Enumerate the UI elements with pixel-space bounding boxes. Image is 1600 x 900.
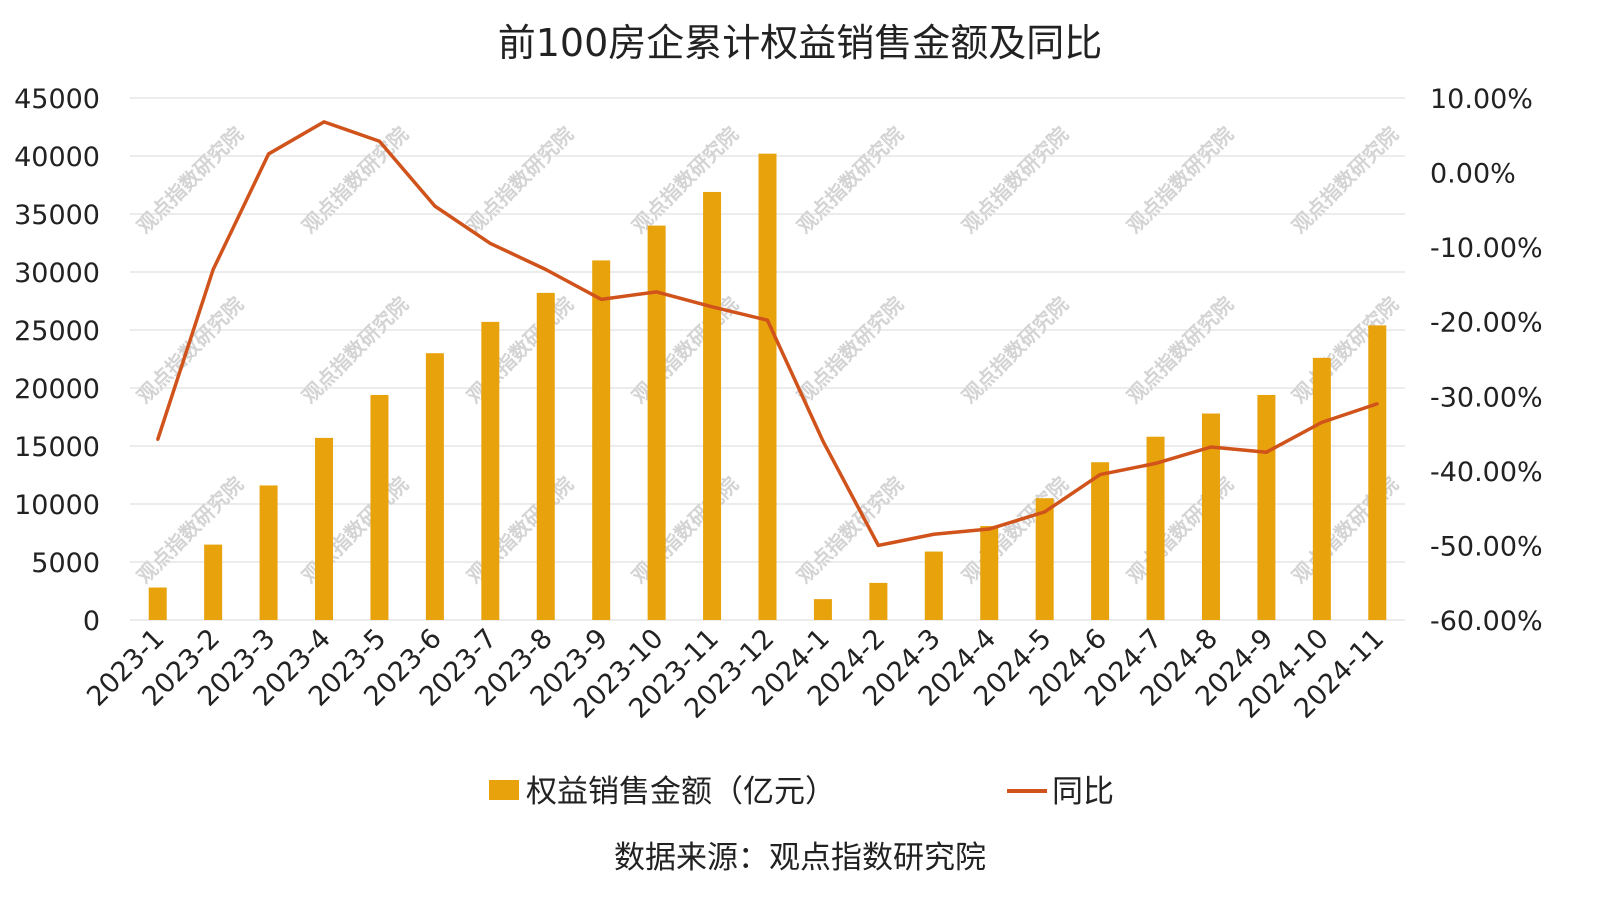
bar — [869, 582, 888, 620]
left-axis: 0 5000 10000 15000 20000 25000 30000 35000 40000… — [14, 84, 100, 637]
x-axis: 2023-12023-22023-32023-42023-52023-62023… — [81, 623, 1390, 725]
bar — [813, 599, 832, 620]
watermark-text: 观点指数研究院 — [462, 122, 578, 238]
legend-label-bar: 权益销售金额（亿元） — [526, 774, 836, 810]
watermark-text: 观点指数研究院 — [1287, 122, 1403, 238]
left-axis-tick-label: 15000 — [14, 432, 100, 463]
watermark-text: 观点指数研究院 — [132, 122, 248, 238]
left-axis-tick-label: 35000 — [14, 200, 100, 231]
bar-series — [148, 153, 1387, 620]
line-point — [821, 439, 825, 443]
bar — [592, 260, 611, 620]
line-point — [1098, 473, 1102, 477]
left-axis-tick-label: 5000 — [31, 548, 100, 579]
bar — [980, 526, 999, 620]
watermark-text: 观点指数研究院 — [957, 292, 1073, 408]
right-axis-tick-label: -10.00% — [1430, 233, 1543, 264]
left-axis-tick-label: 20000 — [14, 374, 100, 405]
left-axis-tick-label: 45000 — [14, 84, 100, 115]
left-axis-tick-label: 40000 — [14, 142, 100, 173]
line-point — [377, 139, 381, 143]
line-point — [1043, 510, 1047, 514]
bar — [315, 437, 334, 620]
watermark-text: 观点指数研究院 — [627, 122, 743, 238]
bar — [1312, 357, 1331, 620]
line-point — [932, 532, 936, 536]
line-point — [433, 204, 437, 208]
line-point — [544, 268, 548, 272]
right-axis-tick-label: 0.00% — [1430, 159, 1516, 190]
watermark-text: 观点指数研究院 — [132, 292, 248, 408]
line-point — [599, 297, 603, 301]
bar — [370, 394, 389, 620]
line-point — [322, 120, 326, 124]
bar — [148, 587, 167, 620]
right-axis-tick-label: -20.00% — [1430, 308, 1543, 339]
bar — [425, 353, 444, 620]
bar — [1146, 436, 1165, 620]
left-axis-tick-label: 0 — [83, 606, 100, 637]
line-point — [1154, 461, 1158, 465]
watermark-text: 观点指数研究院 — [792, 292, 908, 408]
bar — [647, 225, 666, 620]
bar — [1257, 394, 1276, 620]
bar — [536, 292, 555, 620]
line-point — [211, 268, 215, 272]
line-point — [1320, 420, 1324, 424]
bar — [1091, 462, 1110, 620]
watermark-text: 观点指数研究院 — [462, 472, 578, 588]
watermark-text: 观点指数研究院 — [297, 472, 413, 588]
chart-title: 前100房企累计权益销售金额及同比 — [498, 21, 1103, 65]
left-axis-tick-label: 30000 — [14, 258, 100, 289]
line-point — [488, 241, 492, 245]
bar — [1035, 498, 1054, 620]
bar — [703, 191, 722, 620]
left-axis-tick-label: 25000 — [14, 316, 100, 347]
watermark-text: 观点指数研究院 — [1122, 472, 1238, 588]
right-axis-tick-label: 10.00% — [1430, 84, 1533, 115]
data-source: 数据来源：观点指数研究院 — [614, 840, 986, 876]
watermark-text: 观点指数研究院 — [627, 472, 743, 588]
watermark-text: 观点指数研究院 — [297, 122, 413, 238]
bar — [481, 321, 500, 620]
right-axis-tick-label: -40.00% — [1430, 457, 1543, 488]
watermark-text: 观点指数研究院 — [297, 292, 413, 408]
line-point — [156, 438, 160, 442]
legend: 权益销售金额（亿元） 同比 — [489, 774, 1114, 810]
line-point — [766, 318, 769, 322]
right-axis-tick-label: -50.00% — [1430, 531, 1543, 562]
bar — [259, 485, 278, 620]
right-axis-tick-label: -60.00% — [1430, 606, 1543, 637]
line-series — [156, 120, 1379, 548]
line-point — [1264, 450, 1268, 454]
line-point — [710, 305, 714, 309]
watermark-text: 观点指数研究院 — [462, 292, 578, 408]
bar — [204, 544, 223, 620]
bar — [758, 153, 777, 620]
bar — [1201, 413, 1220, 620]
line-point — [876, 543, 880, 547]
watermark-text: 观点指数研究院 — [1122, 292, 1238, 408]
line-point — [987, 527, 991, 531]
left-axis-tick-label: 10000 — [14, 490, 100, 521]
line-point — [1375, 402, 1379, 406]
legend-swatch-bar — [489, 780, 519, 800]
line-point — [655, 290, 659, 294]
watermark-text: 观点指数研究院 — [132, 472, 248, 588]
line-point — [267, 152, 271, 156]
line-point — [1209, 445, 1213, 449]
watermark-text: 观点指数研究院 — [957, 122, 1073, 238]
right-axis-tick-label: -30.00% — [1430, 382, 1543, 413]
legend-label-line: 同比 — [1052, 774, 1114, 810]
watermark-text: 观点指数研究院 — [792, 122, 908, 238]
bar — [924, 551, 943, 620]
right-axis: -60.00% -50.00% -40.00% -30.00% -20.00% -10.0… — [1430, 84, 1543, 637]
bar — [1368, 325, 1387, 620]
watermark-text: 观点指数研究院 — [1122, 122, 1238, 238]
